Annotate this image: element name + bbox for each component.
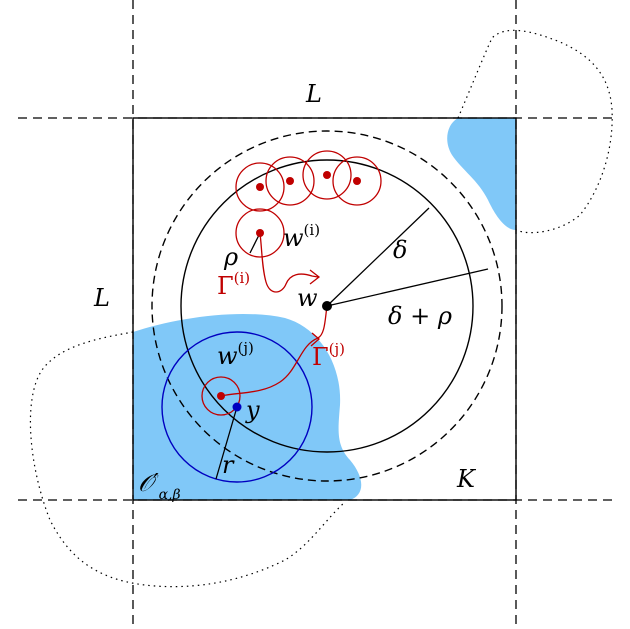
label-o-sub: α,β [159,487,181,503]
label-l-top: L [305,80,322,108]
label-o-alpha-beta: 𝒪′α,β [138,469,181,503]
path-gamma-j [220,305,328,397]
rho-circle-2 [265,156,315,206]
label-gamma-j-sup: (j) [329,340,345,358]
label-gamma-i-sup: (i) [234,269,251,287]
radius-delta-plus-rho [326,268,489,307]
label-w-j: w(j) [217,339,254,370]
circle-delta [180,159,474,453]
label-w: w [297,284,318,312]
rho-circle-wi [235,208,285,258]
rho-circles [201,150,382,416]
point-4 [353,177,361,185]
label-k: K [456,465,477,493]
square-k [132,117,517,501]
region-lower-left [133,313,362,500]
label-delta-plus-rho: δ + ρ [388,302,452,330]
label-w-j-base: w [217,342,238,370]
label-gamma-j-base: Γ [312,343,329,371]
rho-circle-1 [235,162,285,212]
path-gamma-i [259,232,319,293]
label-w-i: w(i) [283,221,320,252]
label-gamma-j: Γ(j) [312,340,345,371]
point-2 [286,177,294,185]
label-w-i-base: w [283,224,304,252]
point-y [232,402,242,412]
rho-circle-3 [302,150,352,200]
label-delta: δ [393,236,407,264]
arrowhead-gamma-j [310,332,320,347]
label-gamma-i: Γ(i) [217,269,250,300]
point-3 [323,171,331,179]
point-w [322,301,332,311]
point-1 [256,183,264,191]
label-l-left: L [93,284,110,312]
label-r: r [222,451,235,479]
dotted-boundary-right [457,29,613,234]
label-w-i-sup: (i) [304,221,321,239]
point-wi [256,229,264,237]
label-w-j-sup: (j) [238,339,254,357]
red-points [217,171,361,400]
arrowhead-gamma-i [309,269,321,285]
rho-circle-4 [332,156,382,206]
label-gamma-i-base: Γ [217,272,234,300]
label-rho: ρ [223,243,238,271]
label-y: y [245,396,260,424]
label-o-base: 𝒪′ [138,469,159,497]
radius-delta [326,207,430,307]
region-upper-right [447,118,516,230]
radius-r [215,406,238,480]
rho-circle-wj [201,376,241,416]
point-wj [217,392,225,400]
circle-r [161,331,313,483]
circle-delta-plus-rho [151,130,503,482]
